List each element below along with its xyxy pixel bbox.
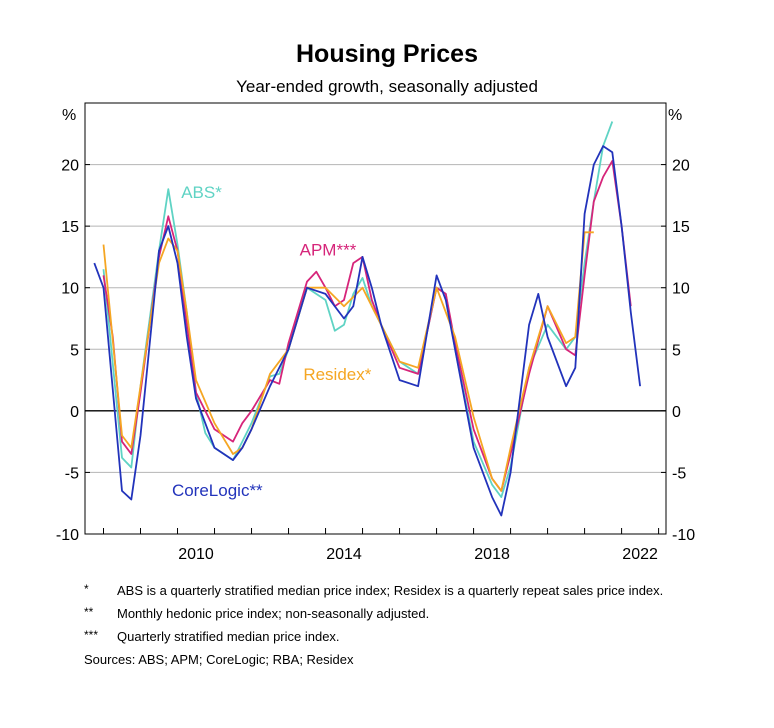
series-label-abs: ABS* (181, 183, 222, 202)
ytick-label-right-3: 5 (672, 342, 681, 359)
ylabel-right: % (668, 107, 682, 124)
ytick-label-left-2: 0 (70, 404, 79, 421)
ytick-label-right-0: -10 (672, 527, 695, 544)
xtick-label-2: 2018 (474, 546, 510, 563)
footnotes: * ABS is a quarterly stratified median p… (84, 582, 684, 668)
series-label-apm: APM*** (300, 241, 357, 260)
series-label-residex: Residex* (303, 365, 371, 384)
chart-title: Housing Prices (296, 40, 478, 68)
ytick-label-right-1: -5 (672, 465, 686, 482)
sources-line: Sources: ABS; APM; CoreLogic; RBA; Resid… (84, 652, 354, 667)
footnote-2-mark: ** (84, 605, 94, 619)
footnote-3-mark: *** (84, 628, 99, 642)
ytick-label-right-2: 0 (672, 404, 681, 421)
footnote-3-text: Quarterly stratified median price index. (117, 629, 340, 644)
ytick-label-left-5: 15 (61, 219, 79, 236)
footnote-1-text: ABS is a quarterly stratified median pri… (117, 583, 664, 598)
xtick-label-0: 2010 (178, 546, 214, 563)
ytick-label-left-0: -10 (56, 527, 79, 544)
ytick-label-left-6: 20 (61, 158, 79, 175)
chart-subtitle: Year-ended growth, seasonally adjusted (236, 77, 538, 96)
xtick-label-1: 2014 (326, 546, 362, 563)
plot-frame (84, 102, 667, 535)
ytick-label-right-4: 10 (672, 281, 690, 298)
series-label-corelogic: CoreLogic** (172, 481, 263, 500)
footnote-1: * ABS is a quarterly stratified median p… (84, 582, 684, 599)
footnote-3: *** Quarterly stratified median price in… (84, 628, 684, 645)
footnote-2: ** Monthly hedonic price index; non-seas… (84, 605, 684, 622)
footnote-2-text: Monthly hedonic price index; non-seasona… (117, 606, 430, 621)
series-line-corelogic (93, 145, 641, 517)
housing-prices-chart: -10 -10 -5 -5 0 0 5 5 10 10 15 15 20 20% % 2010 2014 2018… (56, 102, 695, 563)
series-line-abs (102, 121, 614, 498)
ytick-label-left-1: -5 (65, 465, 79, 482)
ytick-label-left-4: 10 (61, 281, 79, 298)
series-line-residex (102, 231, 594, 492)
ytick-label-right-6: 20 (672, 158, 690, 175)
ytick-label-right-5: 15 (672, 219, 690, 236)
xtick-label-3: 2022 (622, 546, 658, 563)
ytick-label-left-3: 5 (70, 342, 79, 359)
series-line-apm (102, 160, 632, 492)
footnote-1-mark: * (84, 582, 89, 596)
ylabel-left: % (62, 107, 76, 124)
